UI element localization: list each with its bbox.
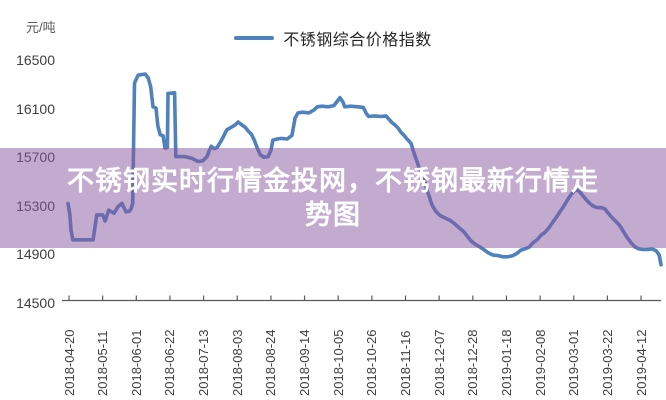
x-tick-label: 2018-10-05 [330, 329, 346, 397]
x-tick-label: 2018-11-16 [398, 330, 413, 396]
page-title-line2: 势图 [305, 200, 361, 230]
x-tick-label: 2019-03-01 [566, 329, 582, 397]
x-tick-label: 2018-06-22 [162, 329, 178, 397]
y-tick-label: 14500 [16, 295, 55, 311]
legend-label: 不锈钢综合价格指数 [283, 32, 432, 49]
x-tick-label: 2018-05-11 [95, 330, 111, 396]
y-axis-unit-label: 元/吨 [26, 20, 56, 35]
title-overlay-band: 不锈钢实时行情金投网，不锈钢最新行情走 势图 [0, 148, 666, 248]
page-title: 不锈钢实时行情金投网，不锈钢最新行情走 势图 [67, 164, 599, 232]
x-tick-label: 2018-12-07 [431, 329, 447, 397]
x-tick-label: 2019-02-08 [532, 329, 548, 397]
x-axis-ticks [68, 295, 642, 301]
y-tick-label: 16100 [16, 100, 55, 117]
x-tick-label: 2018-09-14 [297, 329, 313, 397]
y-tick-label: 14900 [16, 246, 55, 263]
x-tick-label: 2018-08-03 [229, 329, 245, 397]
x-tick-label: 2018-08-24 [263, 329, 279, 397]
x-tick-label: 2018-06-01 [128, 329, 144, 397]
x-tick-label: 2018-04-20 [61, 329, 77, 397]
page-title-line1: 不锈钢实时行情金投网，不锈钢最新行情走 [67, 166, 599, 196]
legend-line-icon [234, 36, 275, 40]
x-tick-label: 2018-12-28 [465, 329, 481, 397]
x-tick-label: 2019-03-22 [599, 329, 615, 397]
y-tick-label: 16500 [16, 52, 55, 68]
legend: 不锈钢综合价格指数 [0, 28, 666, 49]
x-tick-label: 2019-01-18 [498, 329, 514, 397]
x-tick-label: 2018-07-13 [196, 329, 212, 397]
x-tick-label: 2018-10-26 [364, 329, 380, 397]
x-tick-label: 2019-04-12 [633, 329, 649, 397]
